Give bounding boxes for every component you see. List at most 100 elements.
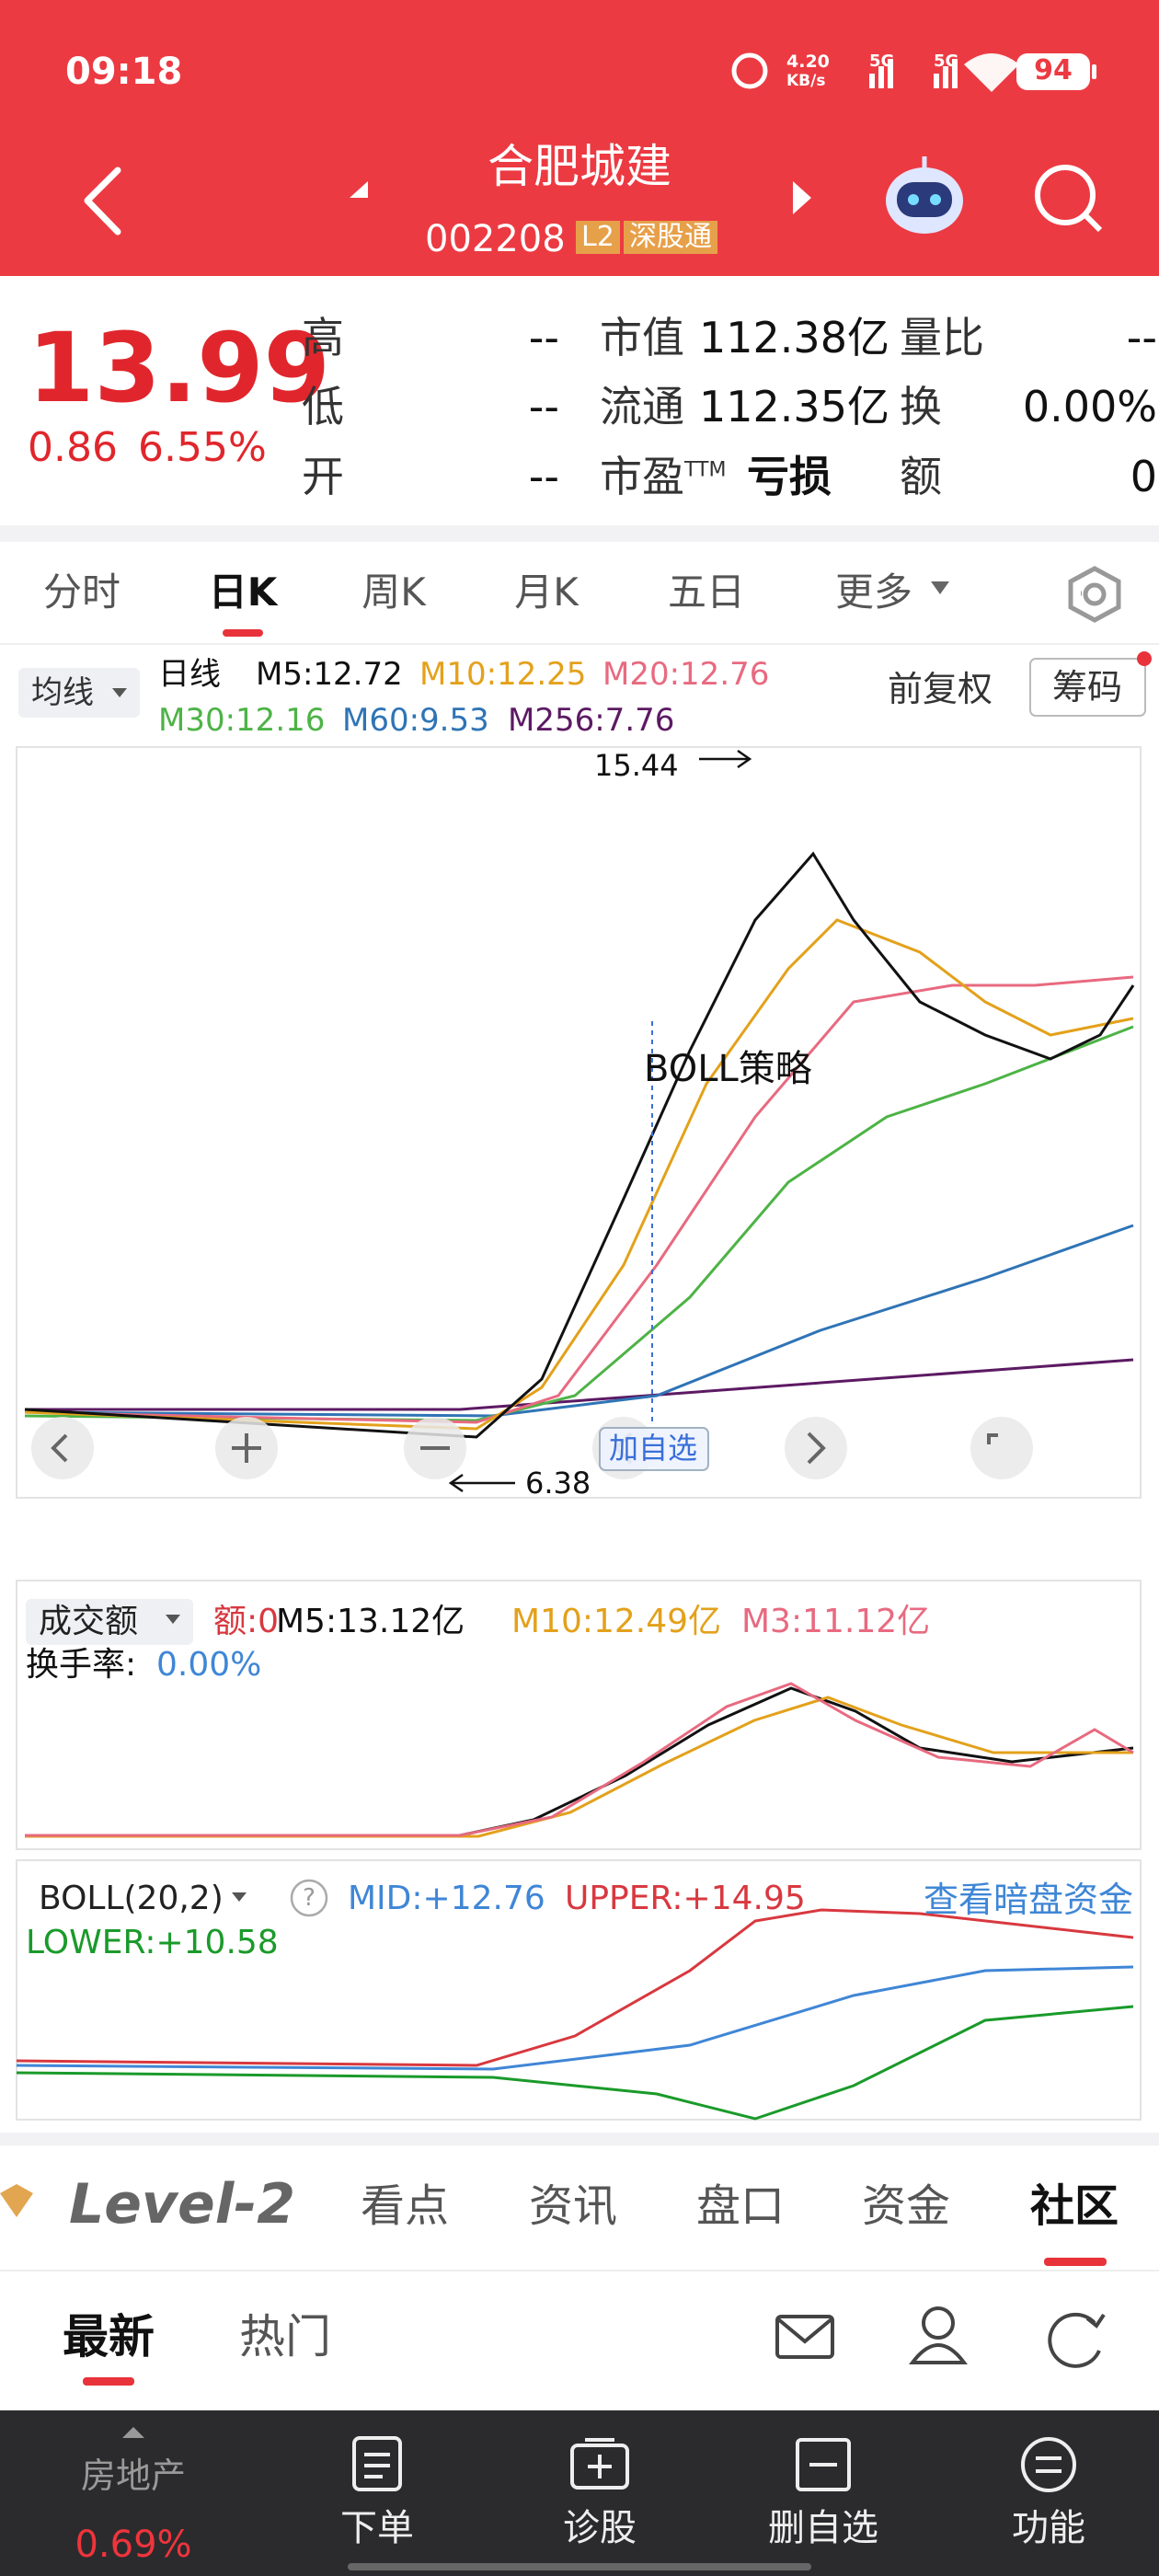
badge: 深股通 bbox=[624, 221, 717, 254]
field-label: 市盈TTM bbox=[600, 452, 727, 501]
field-label: 量比 bbox=[900, 313, 984, 362]
search-icon[interactable] bbox=[1035, 165, 1103, 233]
volume-pane bbox=[16, 1580, 1142, 1850]
volume-legend: M3:11.12亿 bbox=[741, 1603, 931, 1640]
field-label: 低 bbox=[302, 382, 344, 431]
price: 13.99 bbox=[28, 312, 330, 424]
nav-item[interactable]: 诊股 bbox=[563, 2507, 637, 2549]
field-value: 0.00% bbox=[1022, 382, 1157, 431]
add-watch[interactable]: 加自选 bbox=[609, 1431, 698, 1466]
level2-logo[interactable]: Level-2 bbox=[69, 2172, 295, 2237]
ma-button[interactable] bbox=[18, 668, 140, 718]
ma-legend: M20:12.76 bbox=[602, 656, 770, 693]
field-value: 亏损 bbox=[747, 452, 832, 501]
field-value: 0 bbox=[1130, 452, 1157, 501]
field-value: -- bbox=[1126, 313, 1157, 362]
annotation-arrows bbox=[448, 749, 752, 1493]
period: 日线 bbox=[158, 656, 221, 693]
tab-underline bbox=[1044, 2258, 1107, 2266]
ma-button-label[interactable]: 均线 bbox=[31, 674, 94, 711]
robot-icon[interactable] bbox=[886, 156, 963, 234]
nav-bg bbox=[0, 2410, 1159, 2576]
net-speed-unit: KB/s bbox=[786, 72, 826, 90]
boll-lower: LOWER:+10.58 bbox=[26, 1924, 279, 1961]
feed-icons[interactable] bbox=[775, 2306, 1106, 2368]
main-pane bbox=[16, 746, 1142, 1499]
dropdown-arrow bbox=[931, 581, 949, 594]
tab[interactable]: 周K bbox=[361, 569, 426, 615]
volume-title[interactable]: 成交额 bbox=[39, 1603, 139, 1640]
sector[interactable]: 房地产 bbox=[80, 2455, 186, 2496]
change: 0.86 bbox=[28, 424, 118, 471]
volume-ma-lines bbox=[25, 1682, 1134, 1838]
net-speed: 4.20 bbox=[786, 52, 830, 72]
field-label: 额 bbox=[900, 452, 942, 501]
status-time: 09:18 bbox=[65, 51, 183, 93]
adjust[interactable]: 前复权 bbox=[888, 669, 993, 709]
field-label: 高 bbox=[302, 313, 344, 362]
tab[interactable]: 五日 bbox=[667, 569, 745, 615]
settings-icon[interactable] bbox=[1068, 566, 1121, 623]
section-tab[interactable]: 盘口 bbox=[695, 2180, 785, 2232]
feed-tab[interactable]: 热门 bbox=[239, 2310, 331, 2363]
chips-button[interactable] bbox=[1029, 658, 1146, 717]
field-value: -- bbox=[528, 382, 559, 431]
amount: 额:0 bbox=[213, 1603, 280, 1640]
back-button[interactable] bbox=[84, 167, 121, 236]
volume-legend: M10:12.49亿 bbox=[511, 1603, 722, 1640]
nav-icons[interactable] bbox=[352, 2436, 1076, 2492]
tab[interactable]: 分时 bbox=[42, 569, 120, 615]
home-indicator bbox=[348, 2563, 811, 2570]
ma-legend: M30:12.16 bbox=[158, 702, 326, 739]
section-tab[interactable]: 看点 bbox=[360, 2180, 449, 2232]
field-sup: TTM bbox=[684, 458, 727, 482]
sector-change: 0.69% bbox=[75, 2524, 192, 2566]
strategy-label[interactable]: BOLL策略 bbox=[644, 1048, 812, 1090]
prev-stock[interactable] bbox=[350, 181, 368, 214]
section-tab[interactable]: 资金 bbox=[861, 2180, 950, 2232]
field-label: 市值 bbox=[600, 313, 684, 362]
tab[interactable]: 更多 bbox=[834, 569, 912, 615]
boll-title[interactable]: BOLL(20,2) bbox=[39, 1880, 224, 1917]
badge: L2 bbox=[576, 221, 620, 254]
chart-controls[interactable] bbox=[31, 1417, 1033, 1479]
up-arrow bbox=[122, 2427, 144, 2438]
volume-button[interactable] bbox=[26, 1599, 193, 1645]
field-label: 开 bbox=[302, 452, 344, 501]
boll-pane bbox=[16, 1859, 1142, 2121]
field-value: 112.35亿 bbox=[699, 382, 889, 431]
section-tab[interactable]: 资讯 bbox=[528, 2180, 617, 2232]
nav-item[interactable]: 功能 bbox=[1012, 2507, 1085, 2549]
ma-legend: M5:12.72 bbox=[256, 656, 403, 693]
nav-item[interactable]: 删自选 bbox=[768, 2507, 878, 2549]
turnover: 0.00% bbox=[156, 1646, 262, 1684]
stock-code: 002208 bbox=[425, 218, 566, 260]
help-icon[interactable] bbox=[290, 1879, 328, 1917]
network: 5G bbox=[869, 52, 895, 71]
low-label: 6.38 bbox=[525, 1466, 591, 1501]
nav-item[interactable]: 下单 bbox=[340, 2507, 414, 2549]
chips-label[interactable]: 筹码 bbox=[1052, 667, 1123, 707]
field-label: 流通 bbox=[600, 382, 684, 431]
dropdown-arrow bbox=[166, 1615, 180, 1624]
tab[interactable]: 日K bbox=[208, 569, 278, 615]
boll-mid: MID:+12.76 bbox=[348, 1880, 545, 1917]
next-stock[interactable] bbox=[793, 181, 811, 214]
feed-tab[interactable]: 最新 bbox=[63, 2310, 155, 2363]
ma-lines bbox=[24, 851, 1135, 1439]
high-label: 15.44 bbox=[594, 748, 679, 783]
tab[interactable]: 月K bbox=[514, 569, 579, 615]
dropdown-arrow bbox=[232, 1892, 247, 1902]
badge-dot bbox=[1137, 651, 1152, 666]
stock-name: 合肥城建 bbox=[488, 140, 671, 193]
turnover-label: 换手率: bbox=[26, 1646, 137, 1684]
gap bbox=[0, 525, 1159, 542]
section-tab[interactable]: 社区 bbox=[1029, 2180, 1119, 2232]
tab-underline bbox=[83, 2377, 134, 2386]
help[interactable]: ? bbox=[303, 1884, 316, 1912]
dark-pool-link[interactable]: 查看暗盘资金 bbox=[923, 1880, 1133, 1920]
tab-underline bbox=[223, 629, 263, 637]
ma-legend: M60:9.53 bbox=[342, 702, 489, 739]
